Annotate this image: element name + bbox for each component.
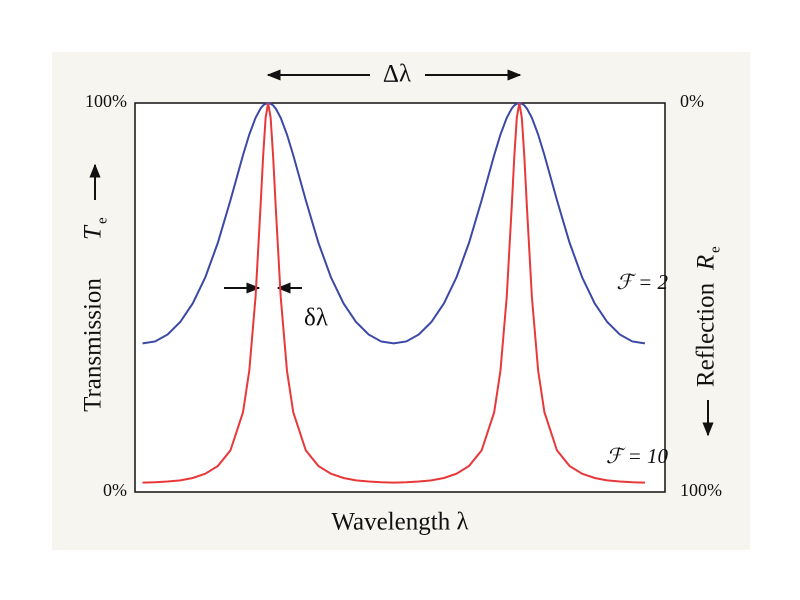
y2-axis-title: Reflection: [693, 282, 720, 387]
y2-axis-subscript: e: [707, 246, 723, 253]
plot-area: [134, 102, 666, 493]
y-axis-title-group: Transmission T e: [80, 163, 110, 412]
y2-axis-title-group: Reflection R e: [693, 246, 723, 437]
y2-tick-label: 100%: [680, 480, 722, 500]
y-tick-label: 0%: [103, 480, 127, 500]
line: [142, 101, 646, 345]
y-axis-subscript: e: [94, 217, 110, 224]
legend-label: ℱ = 2: [616, 270, 668, 294]
x-axis-title: Wavelength λ: [331, 509, 468, 536]
annotation: δλ: [304, 305, 328, 332]
y-tick-label: 100%: [85, 91, 127, 111]
y2-tick-label: 0%: [680, 91, 704, 111]
y2-axis-symbol: R: [693, 255, 720, 271]
y-axis-symbol: T: [80, 224, 107, 240]
annotation: Δλ: [383, 61, 411, 88]
y-axis-title: Transmission: [80, 278, 107, 412]
legend-label: ℱ = 10: [606, 444, 669, 468]
line: [142, 102, 645, 484]
